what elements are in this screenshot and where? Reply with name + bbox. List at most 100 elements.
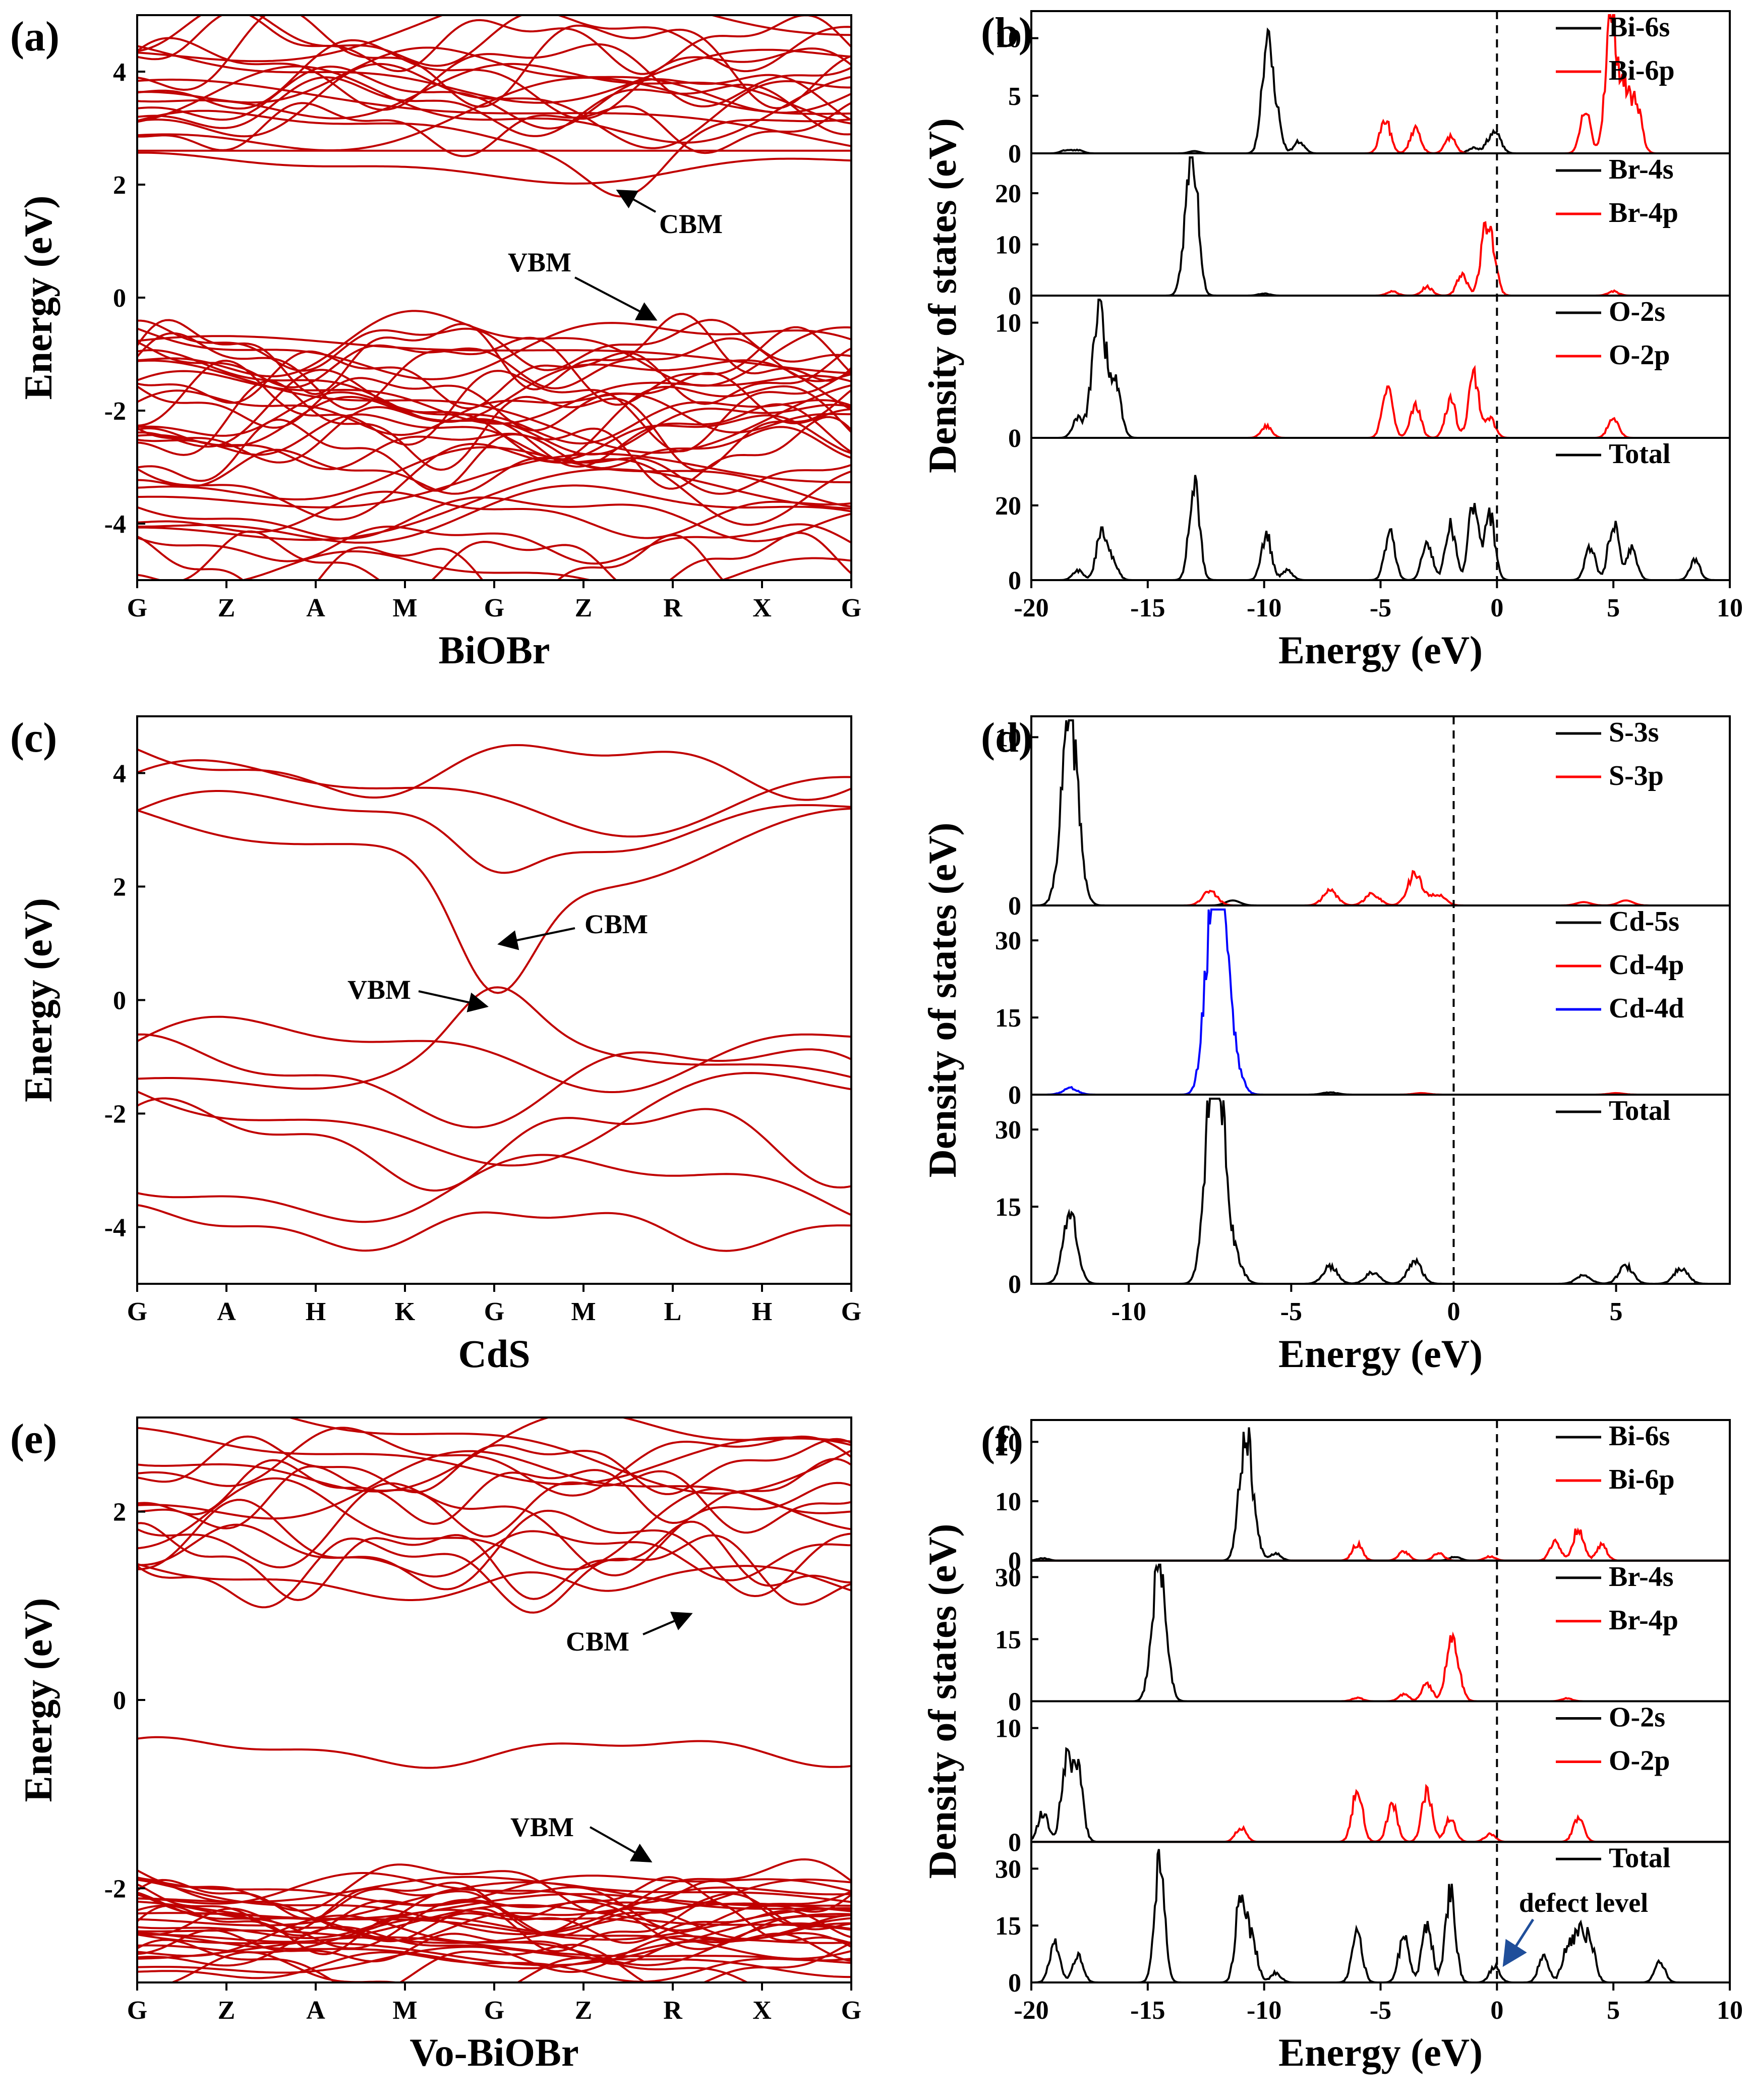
- band-line-13: [137, 1913, 851, 1966]
- y-tick-label: 0: [1008, 892, 1021, 921]
- dos-subpanel: 0 5 10 Bi-6s Bi-6p: [995, 10, 1731, 168]
- legend-label: S-3p: [1609, 760, 1664, 791]
- y-tick-label: 15: [995, 1004, 1021, 1033]
- band-line-20: [137, 1881, 851, 1926]
- y-tick-label: -2: [104, 1100, 126, 1129]
- legend-label: Cd-4p: [1609, 949, 1684, 981]
- vbm-annotation: VBM: [347, 975, 411, 1005]
- y-tick-label: 20: [995, 492, 1021, 521]
- vbm-annotation: VBM: [510, 1812, 574, 1842]
- dos-subpanel: 0 10 20 Bi-6s Bi-6p: [995, 1419, 1731, 1576]
- legend-label: S-3s: [1609, 717, 1659, 748]
- y-tick-label: 20: [995, 180, 1021, 208]
- x-axis-label: Energy (eV): [1278, 1332, 1483, 1376]
- band-line-1: [137, 1033, 851, 1128]
- band-line-26: [137, 391, 851, 445]
- y-tick-label: 0: [1008, 282, 1021, 311]
- band-line-51: [137, 109, 851, 198]
- band-line-5: [137, 1204, 851, 1252]
- y-tick-label: 0: [1008, 1828, 1021, 1857]
- x-tick-label: -5: [1280, 1297, 1302, 1326]
- material-title: Vo-BiOBr: [410, 2030, 578, 2074]
- cbm-arrow: [497, 927, 575, 950]
- y-tick-label: -2: [104, 397, 126, 426]
- x-tick-label: -15: [1130, 594, 1165, 622]
- dos-subpanel: 0 15 30 Total: [995, 1841, 1731, 1998]
- dos-subpanel: 0 20 Total: [995, 437, 1731, 595]
- band-line-9: [137, 807, 851, 994]
- y-tick-label: 0: [1008, 566, 1021, 595]
- y-tick-label: 0: [113, 987, 126, 1015]
- k-point-label: G: [841, 1297, 861, 1326]
- y-tick-label: 20: [995, 1428, 1021, 1457]
- dos-curve-br-4p: [1031, 1631, 1730, 1702]
- y-axis-label: Density of states (eV): [920, 1524, 964, 1879]
- y-tick-label: 10: [995, 1488, 1021, 1516]
- y-tick-label: 0: [1008, 1547, 1021, 1576]
- cbm-arrow: [642, 1612, 693, 1635]
- cbm-annotation: CBM: [584, 909, 648, 939]
- y-tick-label: 0: [1008, 1270, 1021, 1299]
- band-line-6: [137, 759, 851, 838]
- k-point-label: H: [306, 1297, 326, 1326]
- x-tick-label: -5: [1370, 1996, 1391, 2025]
- band-line-22: [137, 523, 851, 565]
- x-tick-label: -20: [1014, 1996, 1048, 2025]
- panel-label: (f): [981, 1418, 1023, 1465]
- k-point-label: Z: [575, 1996, 593, 2025]
- band-panel-a: -4 -2 0 2 4 G Z A M G Z R X G Energy (eV) BiOBr (a) CBM VB…: [10, 13, 861, 672]
- k-point-label: H: [752, 1297, 772, 1326]
- cbm-annotation: CBM: [566, 1626, 629, 1657]
- band-line-52: [137, 151, 851, 185]
- band-line-32: [137, 530, 851, 580]
- dos-curve-o-2p: [1031, 1784, 1730, 1843]
- band-line-8: [137, 986, 851, 1090]
- y-tick-label: 0: [1008, 140, 1021, 168]
- legend-label: Bi-6p: [1609, 1464, 1675, 1495]
- band-line-36: [137, 1482, 851, 1577]
- x-tick-label: 5: [1610, 1297, 1623, 1326]
- band-line-31: [137, 442, 851, 526]
- legend-label: O-2s: [1609, 1702, 1665, 1733]
- band-line-31: [137, 1427, 851, 1486]
- band-line-30: [137, 1736, 851, 1769]
- band-line-45: [137, 15, 851, 63]
- dos-curve-total: [1031, 475, 1730, 581]
- band-line-49: [137, 65, 851, 130]
- y-tick-label: 2: [113, 1498, 126, 1527]
- k-point-label: L: [664, 1297, 682, 1326]
- k-point-label: Z: [218, 594, 236, 622]
- k-point-label: A: [217, 1297, 236, 1326]
- band-line-32: [137, 1499, 851, 1598]
- y-tick-label: 0: [113, 284, 126, 313]
- band-line-40: [137, 1477, 851, 1571]
- band-line-36: [137, 39, 851, 120]
- legend-label: Br-4s: [1609, 154, 1674, 185]
- band-line-29: [137, 1951, 851, 1982]
- legend-label: Total: [1609, 1842, 1670, 1874]
- dos-curve-s-3p: [1031, 870, 1730, 906]
- legend-label: Br-4p: [1609, 1605, 1678, 1636]
- band-line-23: [137, 1879, 851, 1936]
- y-tick-label: 10: [995, 309, 1021, 338]
- y-tick-label: -2: [104, 1875, 126, 1903]
- y-tick-label: 0: [113, 1686, 126, 1715]
- y-axis-label: Density of states (eV): [920, 118, 964, 473]
- dos-subpanel: 0 15 30 Br-4s Br-4p: [995, 1559, 1731, 1717]
- band-line-10: [137, 790, 851, 874]
- dos-subpanel: 0 10 O-2s O-2p: [995, 295, 1731, 453]
- bands: [137, 744, 851, 1252]
- band-line-14: [137, 310, 851, 387]
- k-point-label: A: [306, 1996, 325, 2025]
- k-point-label: Z: [575, 594, 593, 622]
- band-line-37: [137, 1465, 851, 1538]
- band-line-25: [137, 452, 851, 508]
- y-tick-label: -4: [104, 510, 126, 539]
- legend-label: Bi-6s: [1609, 1421, 1670, 1452]
- k-point-label: R: [663, 594, 683, 622]
- band-line-41: [137, 1520, 851, 1601]
- x-tick-label: -15: [1130, 1996, 1165, 2025]
- band-line-20: [137, 372, 851, 432]
- band-line-8: [137, 550, 851, 580]
